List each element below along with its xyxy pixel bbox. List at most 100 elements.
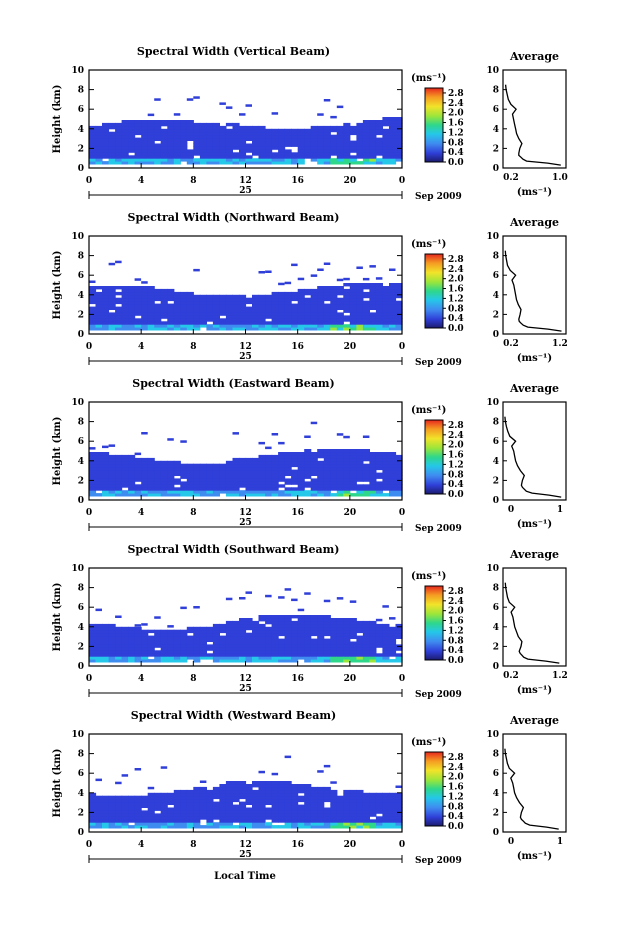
heatmap-cell <box>369 620 377 625</box>
heatmap-cell <box>362 623 370 628</box>
heatmap-cell <box>128 487 136 491</box>
heatmap-cell <box>297 490 305 494</box>
heatmap-cell <box>323 303 331 307</box>
heatmap-cell <box>356 792 364 797</box>
heatmap-cell <box>147 629 155 634</box>
heatmap-cell <box>173 291 181 296</box>
heatmap-cell <box>212 795 220 800</box>
heatmap-cell <box>375 460 383 465</box>
heatmap-cell <box>356 128 364 133</box>
heatmap-cell <box>265 143 273 147</box>
heatmap-cell <box>382 659 390 663</box>
heatmap-cell <box>128 457 136 462</box>
heatmap-cell <box>317 798 325 803</box>
heatmap-cell <box>186 131 194 136</box>
heatmap-cell <box>369 810 377 814</box>
heatmap-cell <box>330 644 338 648</box>
avg-y-tick-label: 6 <box>493 105 499 115</box>
heatmap-cell <box>284 659 292 663</box>
heatmap-cell <box>375 623 383 628</box>
heatmap-cell <box>160 291 168 296</box>
colorbar-tick-label: 2.8 <box>448 753 464 763</box>
heatmap-cell <box>356 656 364 660</box>
heatmap-cell <box>343 469 351 473</box>
heatmap-cell <box>343 623 351 628</box>
heatmap-cell <box>180 469 188 473</box>
heatmap-cell <box>121 653 129 657</box>
heatmap-cell <box>89 819 97 823</box>
xaxis-label: Local Time <box>214 871 276 882</box>
heatmap-cell <box>356 789 364 794</box>
heatmap-cell <box>173 120 181 124</box>
heatmap-cell <box>160 158 168 162</box>
heatmap-cell <box>239 158 247 162</box>
heatmap-cell <box>278 297 286 302</box>
heatmap-cell <box>115 801 123 805</box>
heatmap-cell <box>271 816 279 820</box>
heatmap-cell <box>330 318 338 322</box>
heatmap-cell <box>141 131 149 136</box>
heatmap-cell <box>115 478 123 482</box>
heatmap-cell <box>349 656 357 660</box>
heatmap-cell <box>265 807 273 811</box>
heatmap-cell <box>186 152 194 156</box>
heatmap-cell <box>304 804 312 808</box>
colorbar-tick-label: 1.2 <box>448 792 464 802</box>
heatmap-cell <box>297 143 305 147</box>
heatmap-cell <box>278 134 286 139</box>
heatmap-cell <box>186 120 194 124</box>
heatmap-cell <box>206 626 214 631</box>
heatmap-cell <box>323 161 331 165</box>
heatmap-cell <box>121 297 129 302</box>
heatmap-cell <box>89 623 97 628</box>
heatmap-cell <box>173 318 181 322</box>
heatmap-cell <box>95 315 103 319</box>
heatmap-cell <box>271 635 279 639</box>
heatmap-cell <box>265 294 273 299</box>
heatmap-cell <box>375 143 383 147</box>
heatmap-cell <box>167 647 175 651</box>
heatmap-cell <box>219 472 227 476</box>
heatmap-cell <box>160 120 168 124</box>
heatmap-cell <box>271 324 279 328</box>
avg-y-tick-label: 8 <box>493 584 499 594</box>
heatmap-cell <box>252 490 260 494</box>
heatmap-cell <box>278 784 286 788</box>
heatmap-cell <box>330 638 338 642</box>
heatmap-cell <box>180 481 188 485</box>
heatmap-cell <box>95 152 103 156</box>
heatmap-cell <box>336 490 344 494</box>
heatmap-cell <box>108 297 116 302</box>
heatmap-cell <box>121 490 129 494</box>
heatmap-cell <box>128 816 136 820</box>
heatmap-cell <box>128 825 136 829</box>
heatmap-cell <box>278 324 286 328</box>
heatmap-cell <box>239 125 247 130</box>
heatmap-cell <box>336 300 344 305</box>
heatmap-cell <box>102 638 110 642</box>
heatmap-cell <box>102 629 110 634</box>
heatmap-cell <box>349 306 357 310</box>
heatmap-cell <box>258 653 266 657</box>
heatmap-cell <box>134 140 142 144</box>
heatmap-cell <box>362 620 370 625</box>
heatmap-cell <box>239 309 247 313</box>
heatmap-cell <box>265 825 273 829</box>
heatmap-cell <box>265 594 272 598</box>
heatmap-cell <box>239 804 247 808</box>
heatmap-cell <box>330 825 338 829</box>
heatmap-cell <box>317 487 325 491</box>
x-tick-label: 16 <box>291 342 304 352</box>
heatmap-cell <box>343 324 351 328</box>
heatmap-cell <box>389 131 397 136</box>
heatmap-cell <box>356 321 364 325</box>
heatmap-cell <box>199 303 207 307</box>
heatmap-cell <box>102 312 110 316</box>
colorbar-tick-label: 2.0 <box>448 773 464 783</box>
heatmap-cell <box>219 481 227 485</box>
heatmap-cell <box>284 816 292 820</box>
heatmap-cell <box>362 152 370 156</box>
heatmap-cell <box>356 312 364 316</box>
heatmap-cell <box>147 125 155 130</box>
heatmap-cell <box>258 152 266 156</box>
